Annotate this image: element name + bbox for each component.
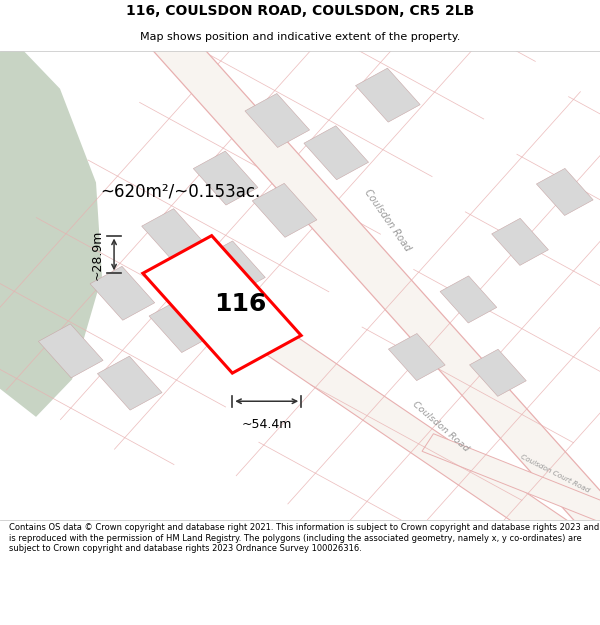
Polygon shape (143, 236, 301, 373)
Polygon shape (491, 218, 548, 266)
Polygon shape (440, 276, 497, 323)
Polygon shape (0, 51, 102, 417)
Polygon shape (245, 94, 310, 148)
Polygon shape (193, 151, 258, 205)
Polygon shape (38, 324, 103, 378)
Polygon shape (76, 0, 600, 579)
Text: Coulsdon Road: Coulsdon Road (362, 187, 412, 253)
Polygon shape (200, 241, 265, 295)
Polygon shape (254, 325, 574, 546)
Text: ~28.9m: ~28.9m (90, 229, 103, 279)
Polygon shape (356, 68, 420, 122)
Text: Coulsdon Court Road: Coulsdon Court Road (520, 453, 590, 493)
Text: 116: 116 (214, 292, 266, 316)
Text: ~620m²/~0.153ac.: ~620m²/~0.153ac. (100, 183, 260, 201)
Polygon shape (388, 334, 445, 381)
Text: ~54.4m: ~54.4m (242, 418, 292, 431)
Text: Contains OS data © Crown copyright and database right 2021. This information is : Contains OS data © Crown copyright and d… (9, 523, 599, 553)
Polygon shape (90, 266, 155, 320)
Polygon shape (142, 209, 206, 262)
Text: Coulsdon Road: Coulsdon Road (411, 399, 471, 453)
Polygon shape (252, 183, 317, 238)
Text: 116, COULSDON ROAD, COULSDON, CR5 2LB: 116, COULSDON ROAD, COULSDON, CR5 2LB (126, 4, 474, 18)
Polygon shape (304, 126, 368, 180)
Text: Map shows position and indicative extent of the property.: Map shows position and indicative extent… (140, 32, 460, 42)
Polygon shape (97, 356, 162, 410)
Polygon shape (536, 168, 593, 216)
Polygon shape (149, 299, 214, 352)
Polygon shape (470, 349, 526, 396)
Polygon shape (422, 434, 600, 541)
